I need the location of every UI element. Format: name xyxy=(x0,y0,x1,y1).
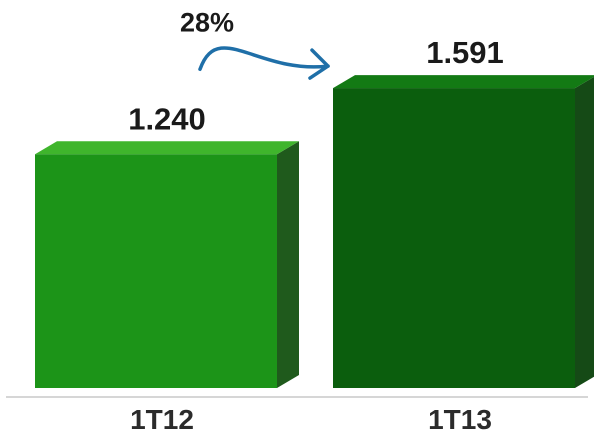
tick-label-1t13: 1T13 xyxy=(428,404,492,434)
bar-top-1t13 xyxy=(333,75,594,89)
data-label-1t12: 1.240 xyxy=(128,101,206,136)
tick-label-1t12: 1T12 xyxy=(130,404,194,434)
data-label-1t13: 1.591 xyxy=(426,35,504,70)
bar-side-1t13 xyxy=(575,76,594,388)
bar-top-1t12 xyxy=(35,141,299,155)
growth-arrow-icon xyxy=(198,46,330,72)
bar-side-1t12 xyxy=(277,141,299,388)
bars-layer xyxy=(35,75,594,388)
bar-1t12 xyxy=(35,141,299,388)
bar-front-1t13 xyxy=(333,88,575,388)
bar-1t13 xyxy=(333,75,594,388)
growth-percent-label: 28% xyxy=(180,7,234,37)
labels-layer: 1.240 1T12 1.591 1T13 xyxy=(128,35,504,434)
bar-front-1t12 xyxy=(35,154,277,388)
growth-annotation: 28% xyxy=(180,7,330,80)
arrowhead-icon xyxy=(308,48,330,80)
